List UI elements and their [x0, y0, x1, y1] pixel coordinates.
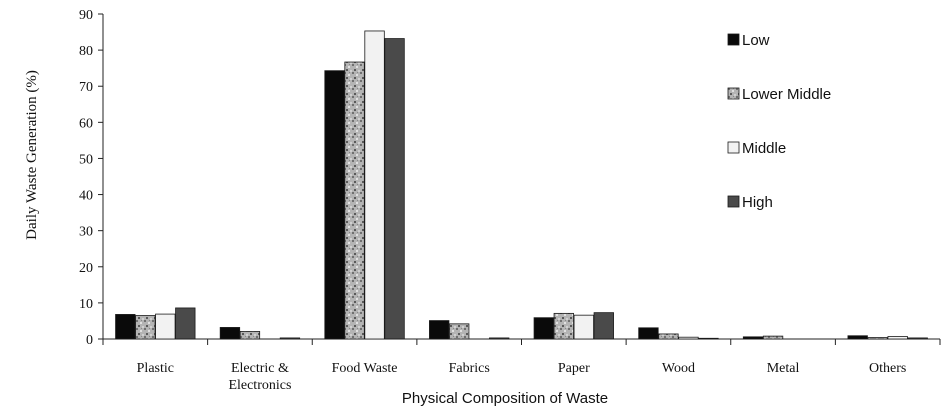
y-tick-label: 80 [79, 44, 93, 59]
legend-swatch [727, 141, 740, 154]
bar-low [429, 320, 450, 340]
bar-low [638, 327, 659, 340]
bar-lower-middle [762, 335, 784, 340]
legend-item: Low [727, 32, 770, 49]
y-tick-label: 0 [86, 333, 93, 348]
x-tick-label: Electric & [231, 361, 289, 376]
y-tick-label: 10 [79, 297, 93, 312]
x-tick-label: Plastic [137, 361, 174, 376]
bars [115, 30, 928, 340]
legend-item: Lower Middle [727, 86, 831, 103]
bar-middle [364, 30, 385, 340]
bar-lower-middle [449, 323, 470, 340]
legend-swatch [727, 33, 740, 46]
legend-item: Middle [727, 140, 786, 157]
legend-swatch [727, 87, 740, 100]
y-tick-label: 20 [79, 261, 93, 276]
y-tick-label: 30 [79, 225, 93, 240]
bar-high [279, 337, 301, 340]
axis-labels: Physical Composition of Waste Daily Wast… [24, 70, 906, 407]
bar-high [907, 337, 928, 340]
bar-low [115, 314, 136, 340]
y-tick-label: 90 [79, 8, 93, 23]
legend: Low Lower Middle Middle High [727, 32, 831, 211]
legend-label: Lower Middle [742, 86, 831, 103]
bar-low [742, 336, 764, 340]
bar-lower-middle [135, 315, 156, 340]
bar-low [219, 327, 241, 340]
bar-lower-middle [344, 61, 365, 340]
y-tick-label: 60 [79, 116, 93, 131]
x-tick-label: Paper [558, 361, 590, 376]
bar-lower-middle [867, 337, 888, 340]
y-tick-label: 70 [79, 80, 93, 95]
bar-lower-middle [658, 333, 679, 340]
bar-low [533, 317, 554, 340]
x-tick-label: Others [869, 361, 906, 376]
bar-high [698, 337, 719, 340]
x-tick-label: Wood [662, 361, 695, 376]
bar-high [384, 38, 405, 340]
bar-lower-middle [239, 331, 261, 340]
legend-label: High [742, 194, 773, 211]
bar-high [489, 337, 510, 340]
bar-middle [887, 336, 908, 340]
bar-middle [678, 336, 699, 340]
x-tick-label: Metal [767, 361, 800, 376]
x-tick-label: Fabrics [449, 361, 490, 376]
x-tick-label: Electronics [228, 378, 291, 393]
bar-high [175, 307, 196, 340]
bar-lower-middle [553, 312, 574, 340]
y-tick-label: 40 [79, 189, 93, 204]
bar-middle [573, 314, 594, 340]
bar-low [324, 70, 345, 340]
bar-high [593, 312, 614, 340]
bar-low [847, 335, 868, 340]
y-tick-label: 50 [79, 152, 93, 167]
axes: 0 10 20 30 40 50 60 70 80 90 [79, 8, 941, 348]
x-axis-title: Physical Composition of Waste [402, 390, 608, 407]
legend-swatch [727, 195, 740, 208]
x-tick-label: Food Waste [332, 361, 398, 376]
legend-item: High [727, 194, 773, 211]
legend-label: Low [742, 32, 770, 49]
bar-middle [155, 313, 176, 340]
y-axis-title: Daily Waste Generation (%) [24, 70, 40, 240]
legend-label: Middle [742, 140, 786, 157]
